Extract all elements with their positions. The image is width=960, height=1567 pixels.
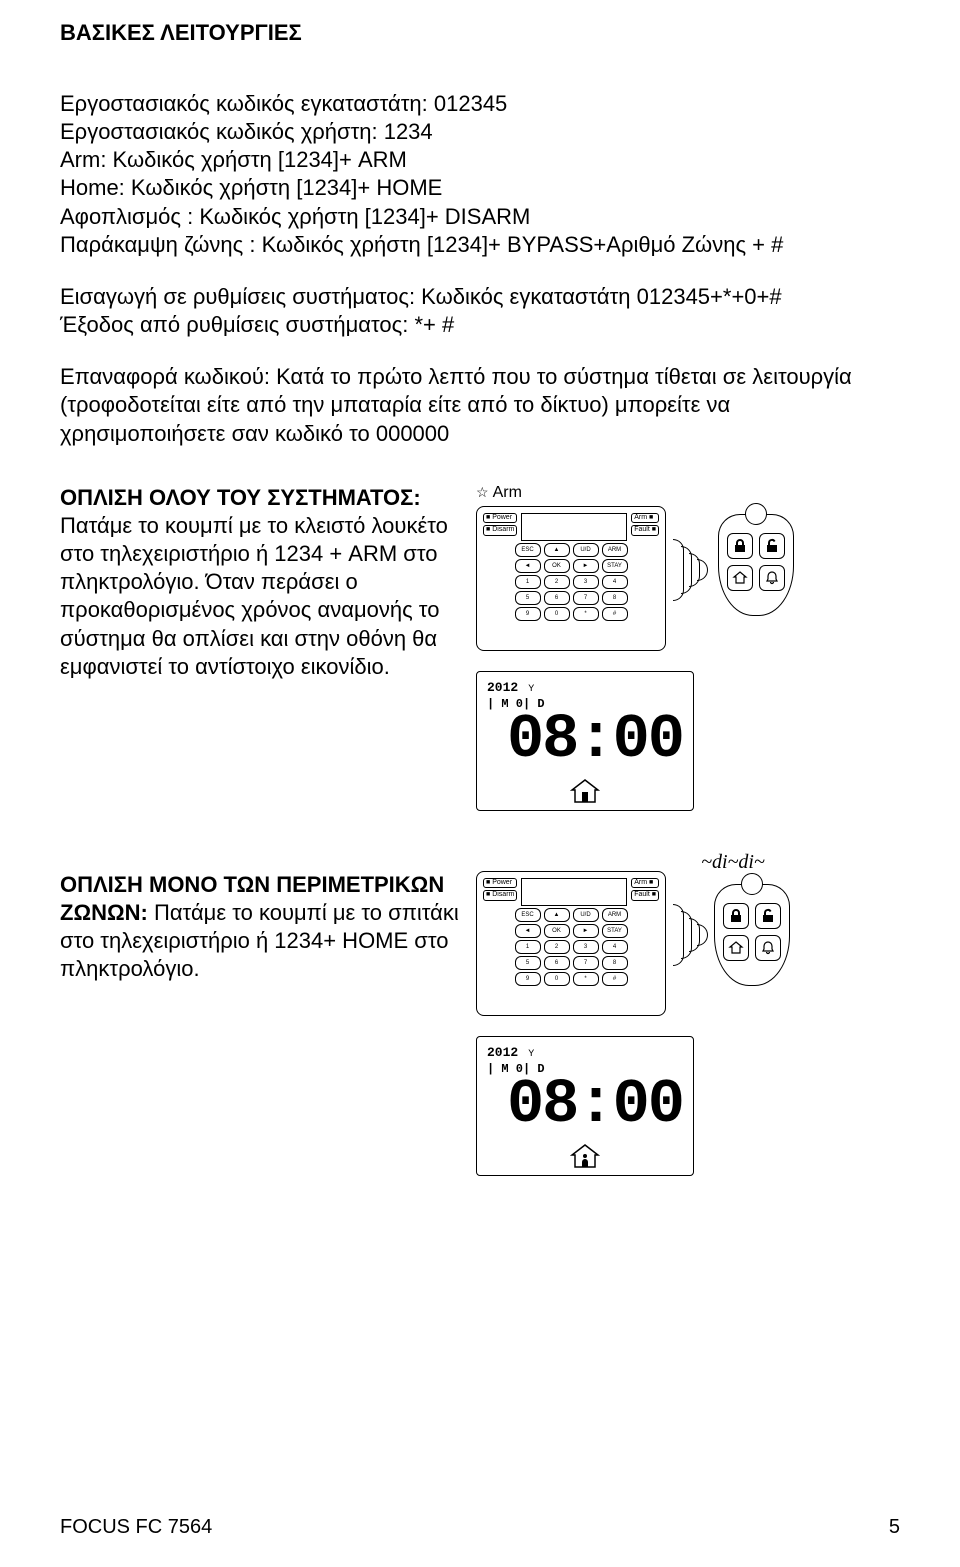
- led-arm: Arm ■: [631, 513, 659, 523]
- remote-fob: [718, 514, 794, 616]
- house-icon: [570, 778, 600, 804]
- key: 4: [602, 575, 628, 589]
- key: *: [573, 972, 599, 986]
- key: 1: [515, 575, 541, 589]
- key: STAY: [602, 924, 628, 938]
- key: ►: [573, 559, 599, 573]
- key: ARM: [602, 908, 628, 922]
- led-power: ■ Power: [483, 513, 517, 523]
- wave-icon: [676, 904, 708, 966]
- key: 1: [515, 940, 541, 954]
- key: *: [573, 607, 599, 621]
- reset-block: Επαναφορά κωδικού: Κατά το πρώτο λεπτό π…: [60, 363, 900, 447]
- home-figure: ■ Power ■ Disarm Arm ■ Fault ■ ESC▲U/DAR…: [476, 871, 900, 1176]
- fob-unlock-icon: [759, 533, 785, 559]
- lcd-display-2: 2012Y | M 0| D 08:00: [476, 1036, 694, 1176]
- key: ESC: [515, 908, 541, 922]
- key: 8: [602, 956, 628, 970]
- key: 3: [573, 575, 599, 589]
- key: ▲: [544, 543, 570, 557]
- key: OK: [544, 924, 570, 938]
- keypad-illustration: ■ Power ■ Disarm Arm ■ Fault ■ ESC▲U/DAR…: [476, 506, 666, 651]
- key: 9: [515, 972, 541, 986]
- key: 5: [515, 956, 541, 970]
- didi-label: ~di~di~: [676, 851, 790, 874]
- arm-body: Πατάμε το κουμπί με το κλειστό λουκέτο σ…: [60, 513, 448, 679]
- house-person-icon: [570, 1143, 600, 1169]
- footer: FOCUS FC 7564 5: [60, 1516, 900, 1539]
- key: 8: [602, 591, 628, 605]
- key: ◄: [515, 924, 541, 938]
- wave-icon: [676, 539, 708, 601]
- settings-block: Εισαγωγή σε ρυθμίσεις συστήματος: Κωδικό…: [60, 283, 900, 339]
- remote-fob-2: [714, 884, 790, 986]
- home-section: ΟΠΛΙΣΗ ΜΟΝΟ ΤΩΝ ΠΕΡΙΜΕΤΡΙΚΩΝ ΖΩΝΩΝ: Πατά…: [60, 871, 900, 1176]
- keypad-rows: ESC▲U/DARM ◄OK►STAY 1234 5678 90*#: [483, 908, 659, 986]
- lcd-display: 2012Y | M 0| D 08:00: [476, 671, 694, 811]
- key: OK: [544, 559, 570, 573]
- footer-page: 5: [889, 1516, 900, 1539]
- arm-title: ΟΠΛΙΣΗ ΟΛΟΥ ΤΟΥ ΣΥΣΤΗΜΑΤΟΣ:: [60, 485, 421, 510]
- arm-figure: ☆ Arm ■ Power ■ Disarm Arm ■: [476, 484, 900, 811]
- key: 3: [573, 940, 599, 954]
- key: U/D: [573, 543, 599, 557]
- keypad-rows: ESC▲U/DARM ◄OK►STAY 1234 5678 90*#: [483, 543, 659, 621]
- key: #: [602, 972, 628, 986]
- key: 5: [515, 591, 541, 605]
- key: 7: [573, 956, 599, 970]
- codes-block: Εργοστασιακός κωδικός εγκαταστάτη: 01234…: [60, 90, 900, 259]
- key: 9: [515, 607, 541, 621]
- key: 6: [544, 956, 570, 970]
- key: #: [602, 607, 628, 621]
- fob-bell-icon: [759, 565, 785, 591]
- key: U/D: [573, 908, 599, 922]
- footer-left: FOCUS FC 7564: [60, 1516, 212, 1539]
- key: STAY: [602, 559, 628, 573]
- key: ESC: [515, 543, 541, 557]
- led-disarm: ■ Disarm: [483, 525, 517, 535]
- key: 2: [544, 575, 570, 589]
- key: ▲: [544, 908, 570, 922]
- key: 7: [573, 591, 599, 605]
- page-title: ΒΑΣΙΚΕΣ ΛΕΙΤΟΥΡΓΙΕΣ: [60, 20, 900, 46]
- arm-label: ☆ Arm: [476, 484, 666, 502]
- key: 0: [544, 972, 570, 986]
- key: 0: [544, 607, 570, 621]
- key: 6: [544, 591, 570, 605]
- led-fault: Fault ■: [631, 525, 659, 535]
- fob-home-icon: [727, 565, 753, 591]
- key: ARM: [602, 543, 628, 557]
- key: 2: [544, 940, 570, 954]
- key: 4: [602, 940, 628, 954]
- arm-section: ΟΠΛΙΣΗ ΟΛΟΥ ΤΟΥ ΣΥΣΤΗΜΑΤΟΣ: Πατάμε το κο…: [60, 484, 900, 811]
- keypad-illustration-2: ■ Power ■ Disarm Arm ■ Fault ■ ESC▲U/DAR…: [476, 871, 666, 1016]
- key: ◄: [515, 559, 541, 573]
- fob-lock-icon: [727, 533, 753, 559]
- key: ►: [573, 924, 599, 938]
